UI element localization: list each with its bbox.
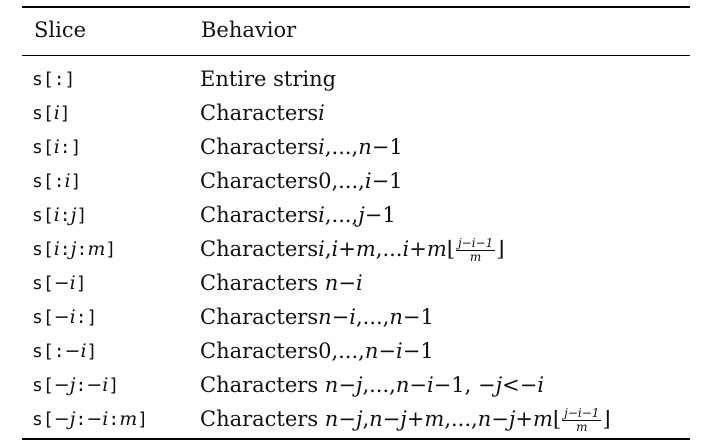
slice-cell: s[:i] [32, 170, 82, 192]
slice-cell: s[i:] [32, 136, 82, 158]
behavior-cell: Characters0,...,i−1 [200, 169, 403, 193]
behavior-cell: Charactersi,...,j−1 [200, 203, 396, 227]
table-row: s[−i:] Charactersn−i,...,n−1 [0, 300, 712, 334]
behavior-cell: Entire string [200, 67, 337, 91]
table-row: s[:−i] Characters0,...,n−i−1 [0, 334, 712, 368]
slice-cell: s[−j:−i:m] [32, 408, 149, 430]
slice-cell: s[−i] [32, 272, 87, 294]
table-row: s[i:j:m] Charactersi,i+m,...i+m⌊ j−i−1 m ⌋ [0, 232, 712, 266]
table-row: s[i] Charactersi [0, 96, 712, 130]
table-header-rule [22, 55, 690, 56]
behavior-cell: Charactersi [200, 101, 325, 125]
slice-cell: s[i:j] [32, 204, 88, 226]
behavior-cell: Characters0,...,n−i−1 [200, 339, 434, 363]
slice-cell: s[i] [32, 102, 71, 124]
behavior-cell: Characters n−i [200, 271, 363, 295]
table-row: s[i:j] Charactersi,...,j−1 [0, 198, 712, 232]
behavior-cell: Characters n−j,n−j+m,...,n−j+m⌊ j−i−1 m ⌋ [200, 406, 611, 434]
column-header-slice: Slice [34, 18, 87, 42]
table-top-rule [22, 6, 690, 8]
table-row: s[−j:−i:m] Characters n−j,n−j+m,...,n−j+m… [0, 402, 712, 436]
column-header-behavior: Behavior [201, 18, 297, 42]
table-row: s[:] Entire string [0, 62, 712, 96]
slice-cell: s[i:j:m] [32, 238, 117, 260]
slice-cell: s[−j:−i] [32, 374, 120, 396]
table-row: s[−i] Characters n−i [0, 266, 712, 300]
table-row: s[i:] Charactersi,...,n−1 [0, 130, 712, 164]
behavior-cell: Charactersi,...,n−1 [200, 135, 403, 159]
behavior-cell: Charactersn−i,...,n−1 [200, 305, 434, 329]
slice-cell: s[:−i] [32, 340, 98, 362]
behavior-cell: Charactersi,i+m,...i+m⌊ j−i−1 m ⌋ [200, 236, 505, 264]
table-row: s[−j:−i] Characters n−j,...,n−i−1, −j<−i [0, 368, 712, 402]
slice-cell: s[:] [32, 69, 76, 90]
table-bottom-rule [22, 438, 690, 440]
behavior-cell: Characters n−j,...,n−i−1, −j<−i [200, 373, 545, 397]
table-row: s[:i] Characters0,...,i−1 [0, 164, 712, 198]
slice-cell: s[−i:] [32, 306, 98, 328]
